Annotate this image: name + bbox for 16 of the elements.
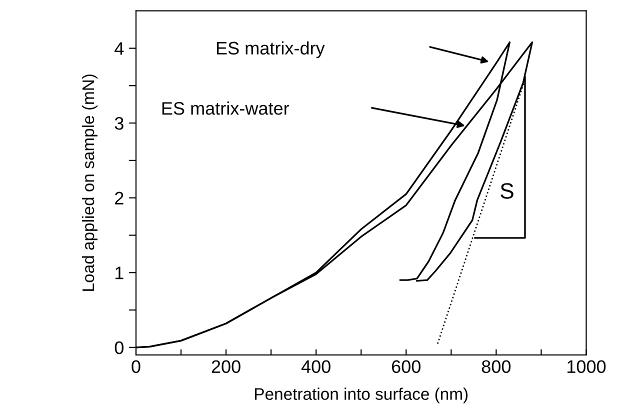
y-tick-label: 3	[114, 116, 124, 130]
y-axis-title: Load applied on sample (mN)	[82, 74, 98, 291]
annotation: ES matrix-dry	[216, 41, 325, 58]
y-tick-label: 4	[114, 42, 124, 55]
annotation: S	[500, 183, 514, 199]
x-tick-label: 0	[132, 360, 140, 374]
x-tick-label: 200	[212, 360, 240, 374]
y-tick-label: 0	[114, 341, 124, 354]
x-tick-label: 800	[482, 360, 511, 374]
x-axis-title: Penetration into surface (nm)	[255, 388, 468, 404]
x-tick-label: 600	[392, 360, 420, 374]
y-tick-label: 2	[115, 192, 124, 204]
annotation: ES matrix-water	[162, 102, 290, 115]
x-tick-label: 400	[301, 360, 330, 374]
x-tick-label: 1000	[568, 360, 606, 374]
y-tick-label: 1	[116, 266, 124, 280]
